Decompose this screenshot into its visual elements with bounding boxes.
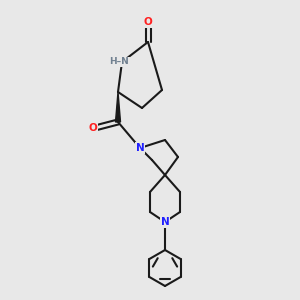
Text: N: N [136,143,144,153]
Text: H–N: H–N [109,58,129,67]
Text: O: O [144,17,152,27]
Polygon shape [116,92,121,122]
Text: O: O [88,123,98,133]
Text: N: N [160,217,169,227]
